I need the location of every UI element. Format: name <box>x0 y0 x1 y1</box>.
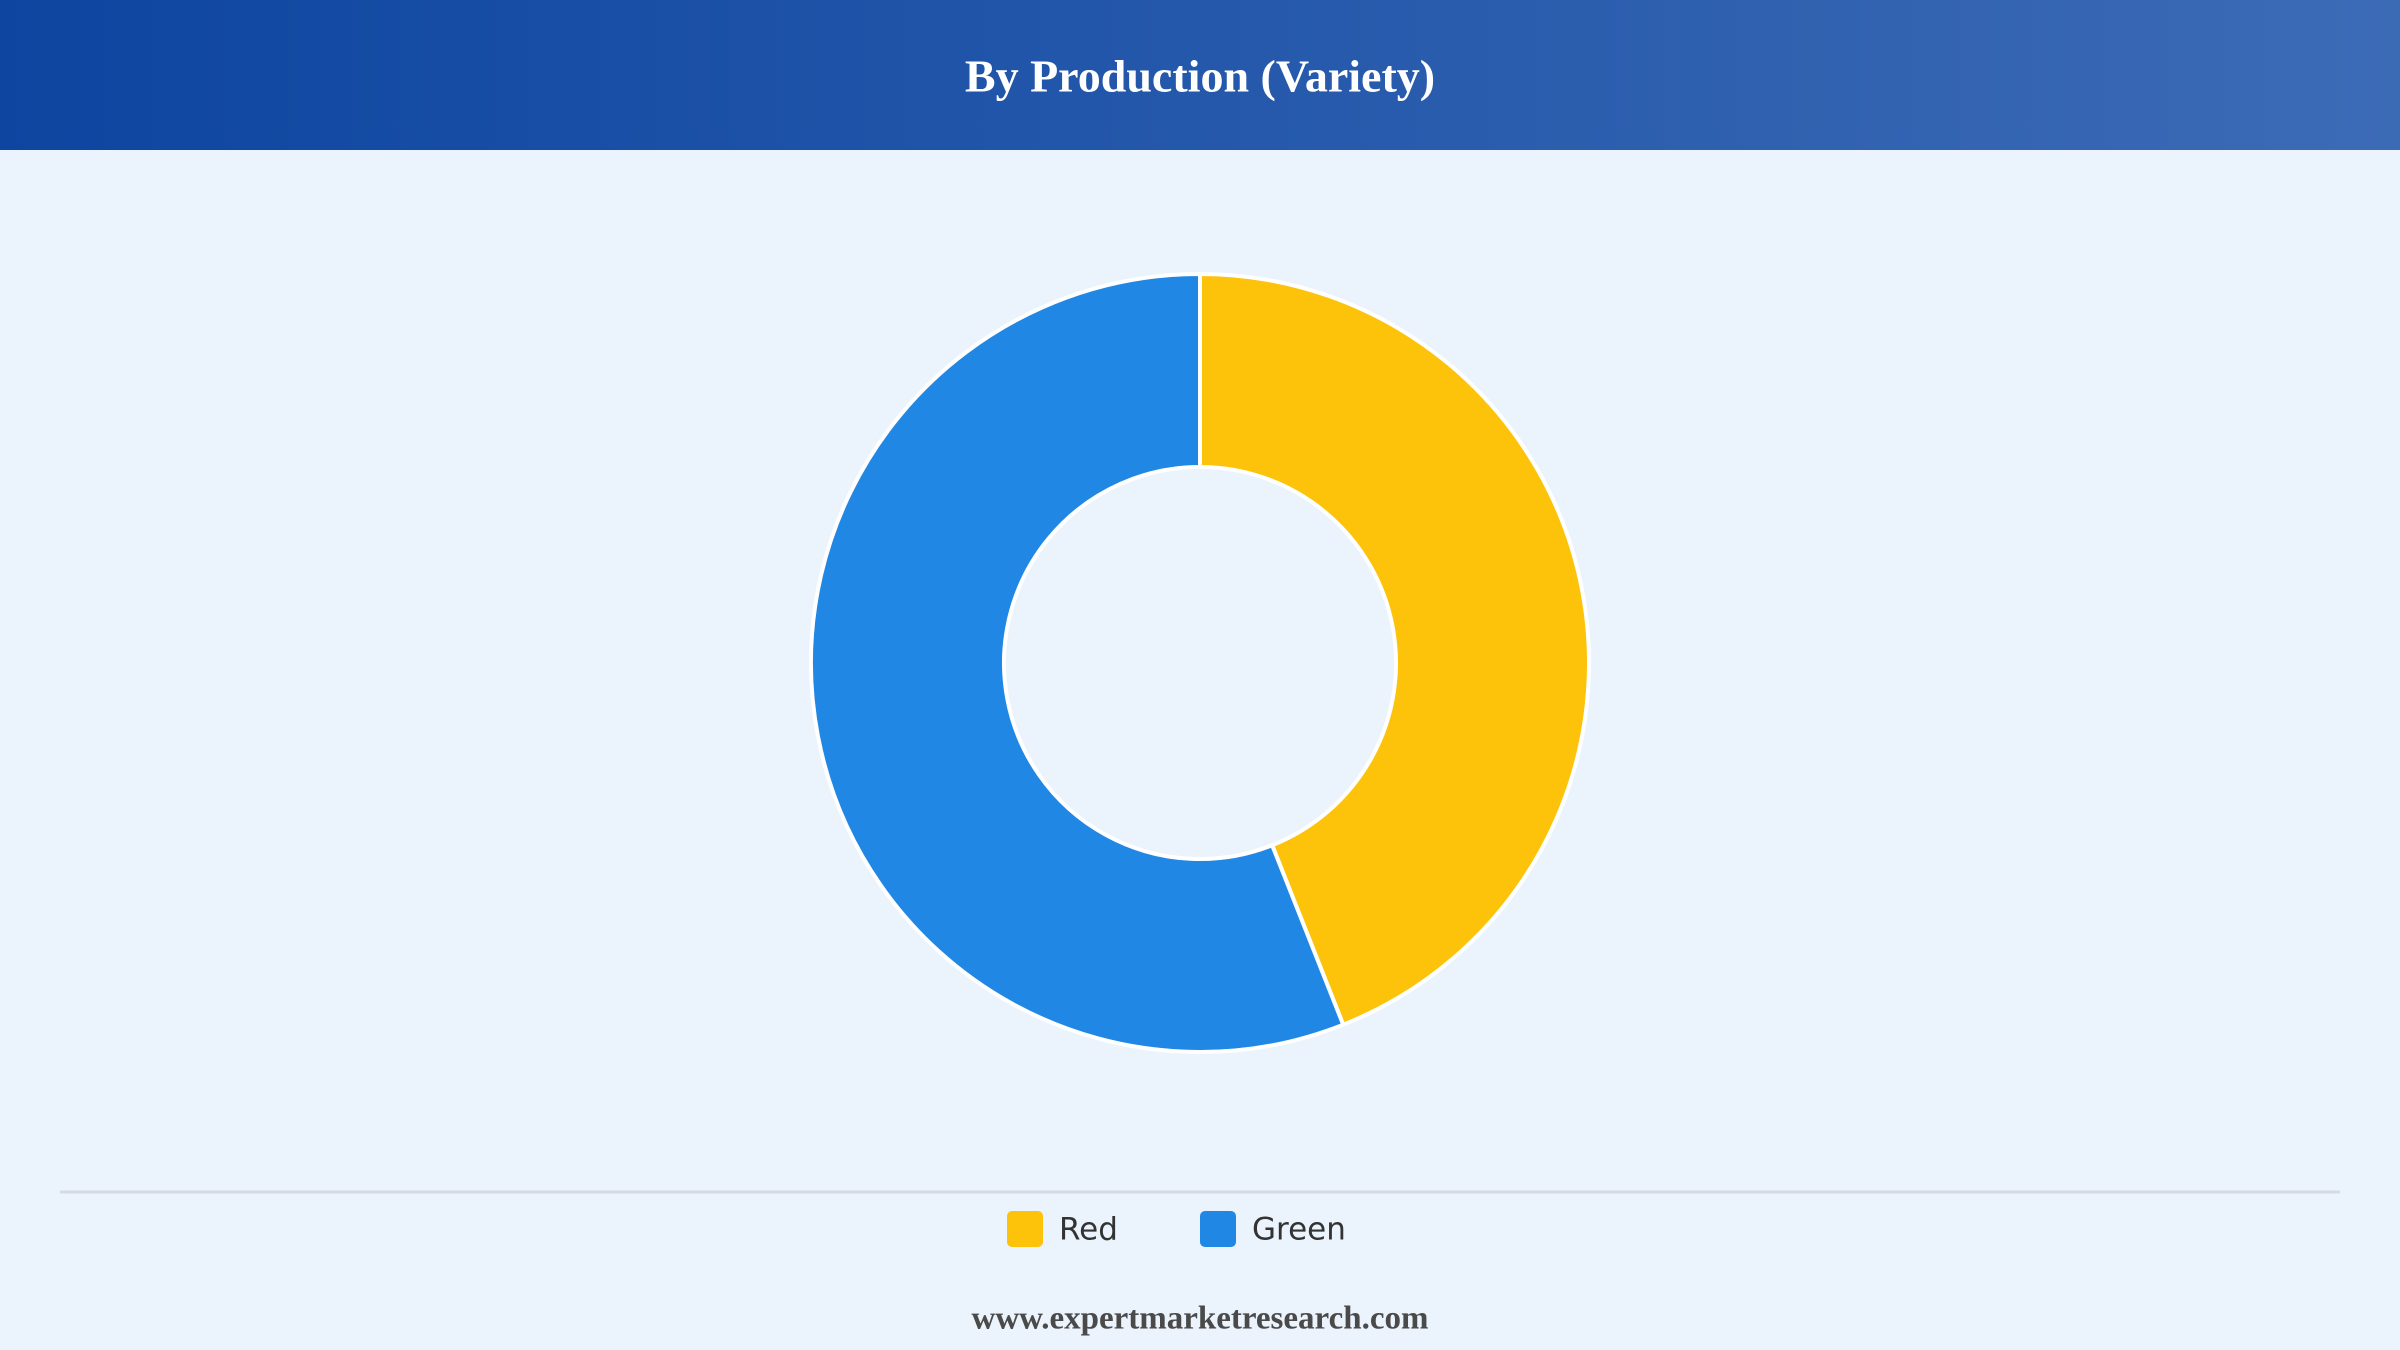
legend-label: Green <box>1252 1212 1346 1248</box>
legend-label: Red <box>1059 1212 1118 1248</box>
legend-swatch <box>1200 1211 1236 1247</box>
donut-slice <box>809 271 1346 1054</box>
header-bar <box>0 0 2400 150</box>
chart-title: By Production (Variety) <box>965 51 1435 102</box>
footer-url: www.expertmarketresearch.com <box>972 1301 1429 1337</box>
legend-swatch <box>1007 1211 1043 1247</box>
donut-slice <box>1198 271 1591 1028</box>
